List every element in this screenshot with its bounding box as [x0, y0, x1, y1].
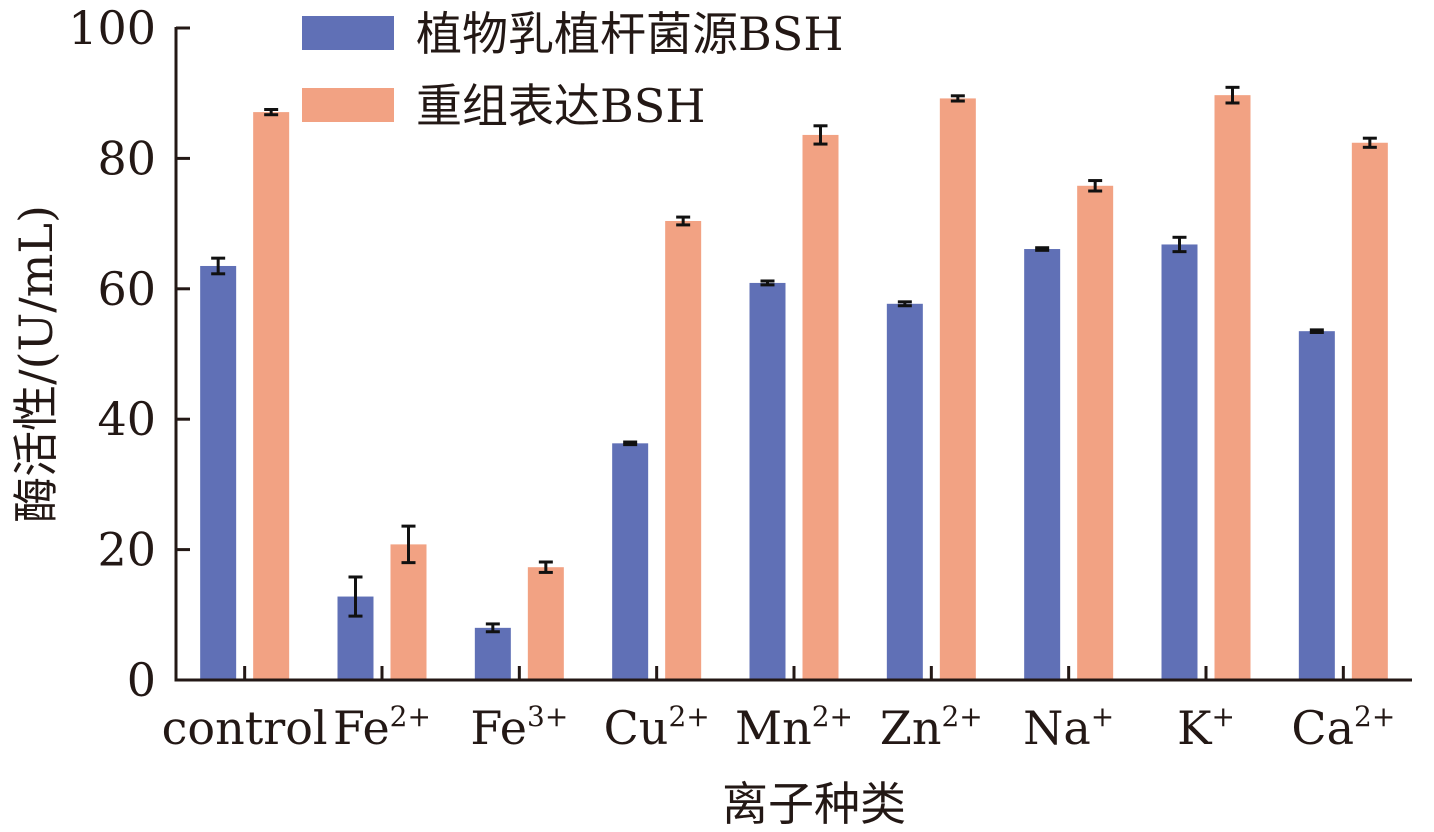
- y-tick-label: 0: [127, 653, 156, 707]
- x-ticks-layer: control Fe2+ Fe3+ Cu2+ Mn2+ Zn2+ Na+ K+ Ca2+: [162, 666, 1395, 755]
- bar-native: [1161, 244, 1198, 681]
- bar-native: [474, 627, 511, 680]
- error-bar: [1088, 179, 1103, 193]
- legend-swatch: [302, 88, 394, 122]
- legend-label: 重组表达BSH: [416, 79, 705, 133]
- error-bar: [760, 279, 775, 287]
- bar-recombinant: [665, 220, 702, 680]
- bar-recombinant: [390, 544, 427, 680]
- error-bar: [950, 94, 965, 103]
- y-tick-label: 40: [97, 392, 156, 446]
- bar-native: [749, 282, 786, 680]
- error-bar: [348, 575, 363, 618]
- y-tick-label: 20: [97, 523, 156, 577]
- error-bars-layer: [211, 85, 1377, 634]
- error-bar: [1035, 246, 1050, 252]
- error-bar: [485, 622, 500, 634]
- x-tick-label: K+: [1177, 700, 1235, 755]
- bar-native: [1024, 249, 1061, 680]
- bar-native: [200, 265, 237, 680]
- bar-recombinant: [802, 134, 839, 681]
- x-tick-label: Ca2+: [1291, 700, 1395, 755]
- bar-recombinant: [1214, 95, 1251, 680]
- error-bar: [676, 215, 691, 227]
- error-bar: [211, 256, 226, 276]
- bar-recombinant: [253, 112, 290, 680]
- legend: 植物乳植杆菌源BSH 重组表达BSH: [302, 7, 843, 133]
- x-tick-label: Mn2+: [735, 700, 853, 755]
- error-bar: [1172, 235, 1187, 254]
- bars-layer: [200, 95, 1388, 681]
- bar-recombinant: [1351, 142, 1388, 680]
- legend-label: 植物乳植杆菌源BSH: [416, 7, 843, 61]
- y-ticks-layer: 0 20 40 60 80 100: [68, 1, 190, 707]
- bar-native: [1298, 331, 1335, 680]
- x-tick-label: control: [162, 701, 328, 755]
- bar-recombinant: [527, 567, 564, 680]
- error-bar: [623, 440, 638, 447]
- x-tick-label: Fe3+: [470, 700, 568, 755]
- legend-swatch: [302, 16, 394, 50]
- error-bar: [1309, 328, 1324, 334]
- error-bar: [1362, 136, 1377, 149]
- bar-recombinant: [1077, 185, 1114, 680]
- bar-native: [886, 303, 923, 680]
- y-tick-label: 60: [97, 262, 156, 316]
- x-tick-label: Na+: [1023, 700, 1114, 755]
- x-axis-title: 离子种类: [722, 777, 906, 831]
- x-tick-label: Cu2+: [604, 700, 710, 755]
- x-tick-label: Zn2+: [880, 700, 983, 755]
- error-bar: [813, 124, 828, 146]
- error-bar: [401, 524, 416, 565]
- bar-native: [612, 443, 649, 680]
- x-tick-label: Fe2+: [333, 700, 431, 755]
- bar-recombinant: [939, 98, 976, 680]
- y-axis-title: 酶活性/(U/mL): [9, 205, 63, 523]
- error-bar: [1225, 85, 1240, 105]
- error-bar: [897, 300, 912, 308]
- y-tick-label: 100: [68, 1, 156, 55]
- error-bar: [264, 108, 279, 117]
- error-bar: [538, 560, 553, 574]
- y-tick-label: 80: [97, 131, 156, 185]
